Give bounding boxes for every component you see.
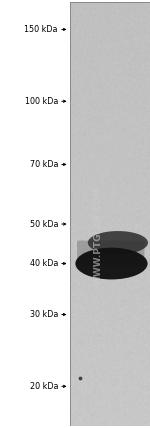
Text: 20 kDa: 20 kDa — [30, 382, 58, 391]
Text: 150 kDa: 150 kDa — [24, 25, 58, 34]
FancyBboxPatch shape — [77, 241, 144, 266]
Text: 50 kDa: 50 kDa — [30, 220, 58, 229]
Text: 40 kDa: 40 kDa — [30, 259, 58, 268]
Ellipse shape — [88, 231, 148, 254]
Text: WWW.PTGLAB.COM: WWW.PTGLAB.COM — [93, 186, 102, 285]
Text: 70 kDa: 70 kDa — [30, 160, 58, 169]
Ellipse shape — [75, 248, 148, 279]
Text: 30 kDa: 30 kDa — [30, 310, 58, 319]
Text: 100 kDa: 100 kDa — [25, 97, 58, 106]
